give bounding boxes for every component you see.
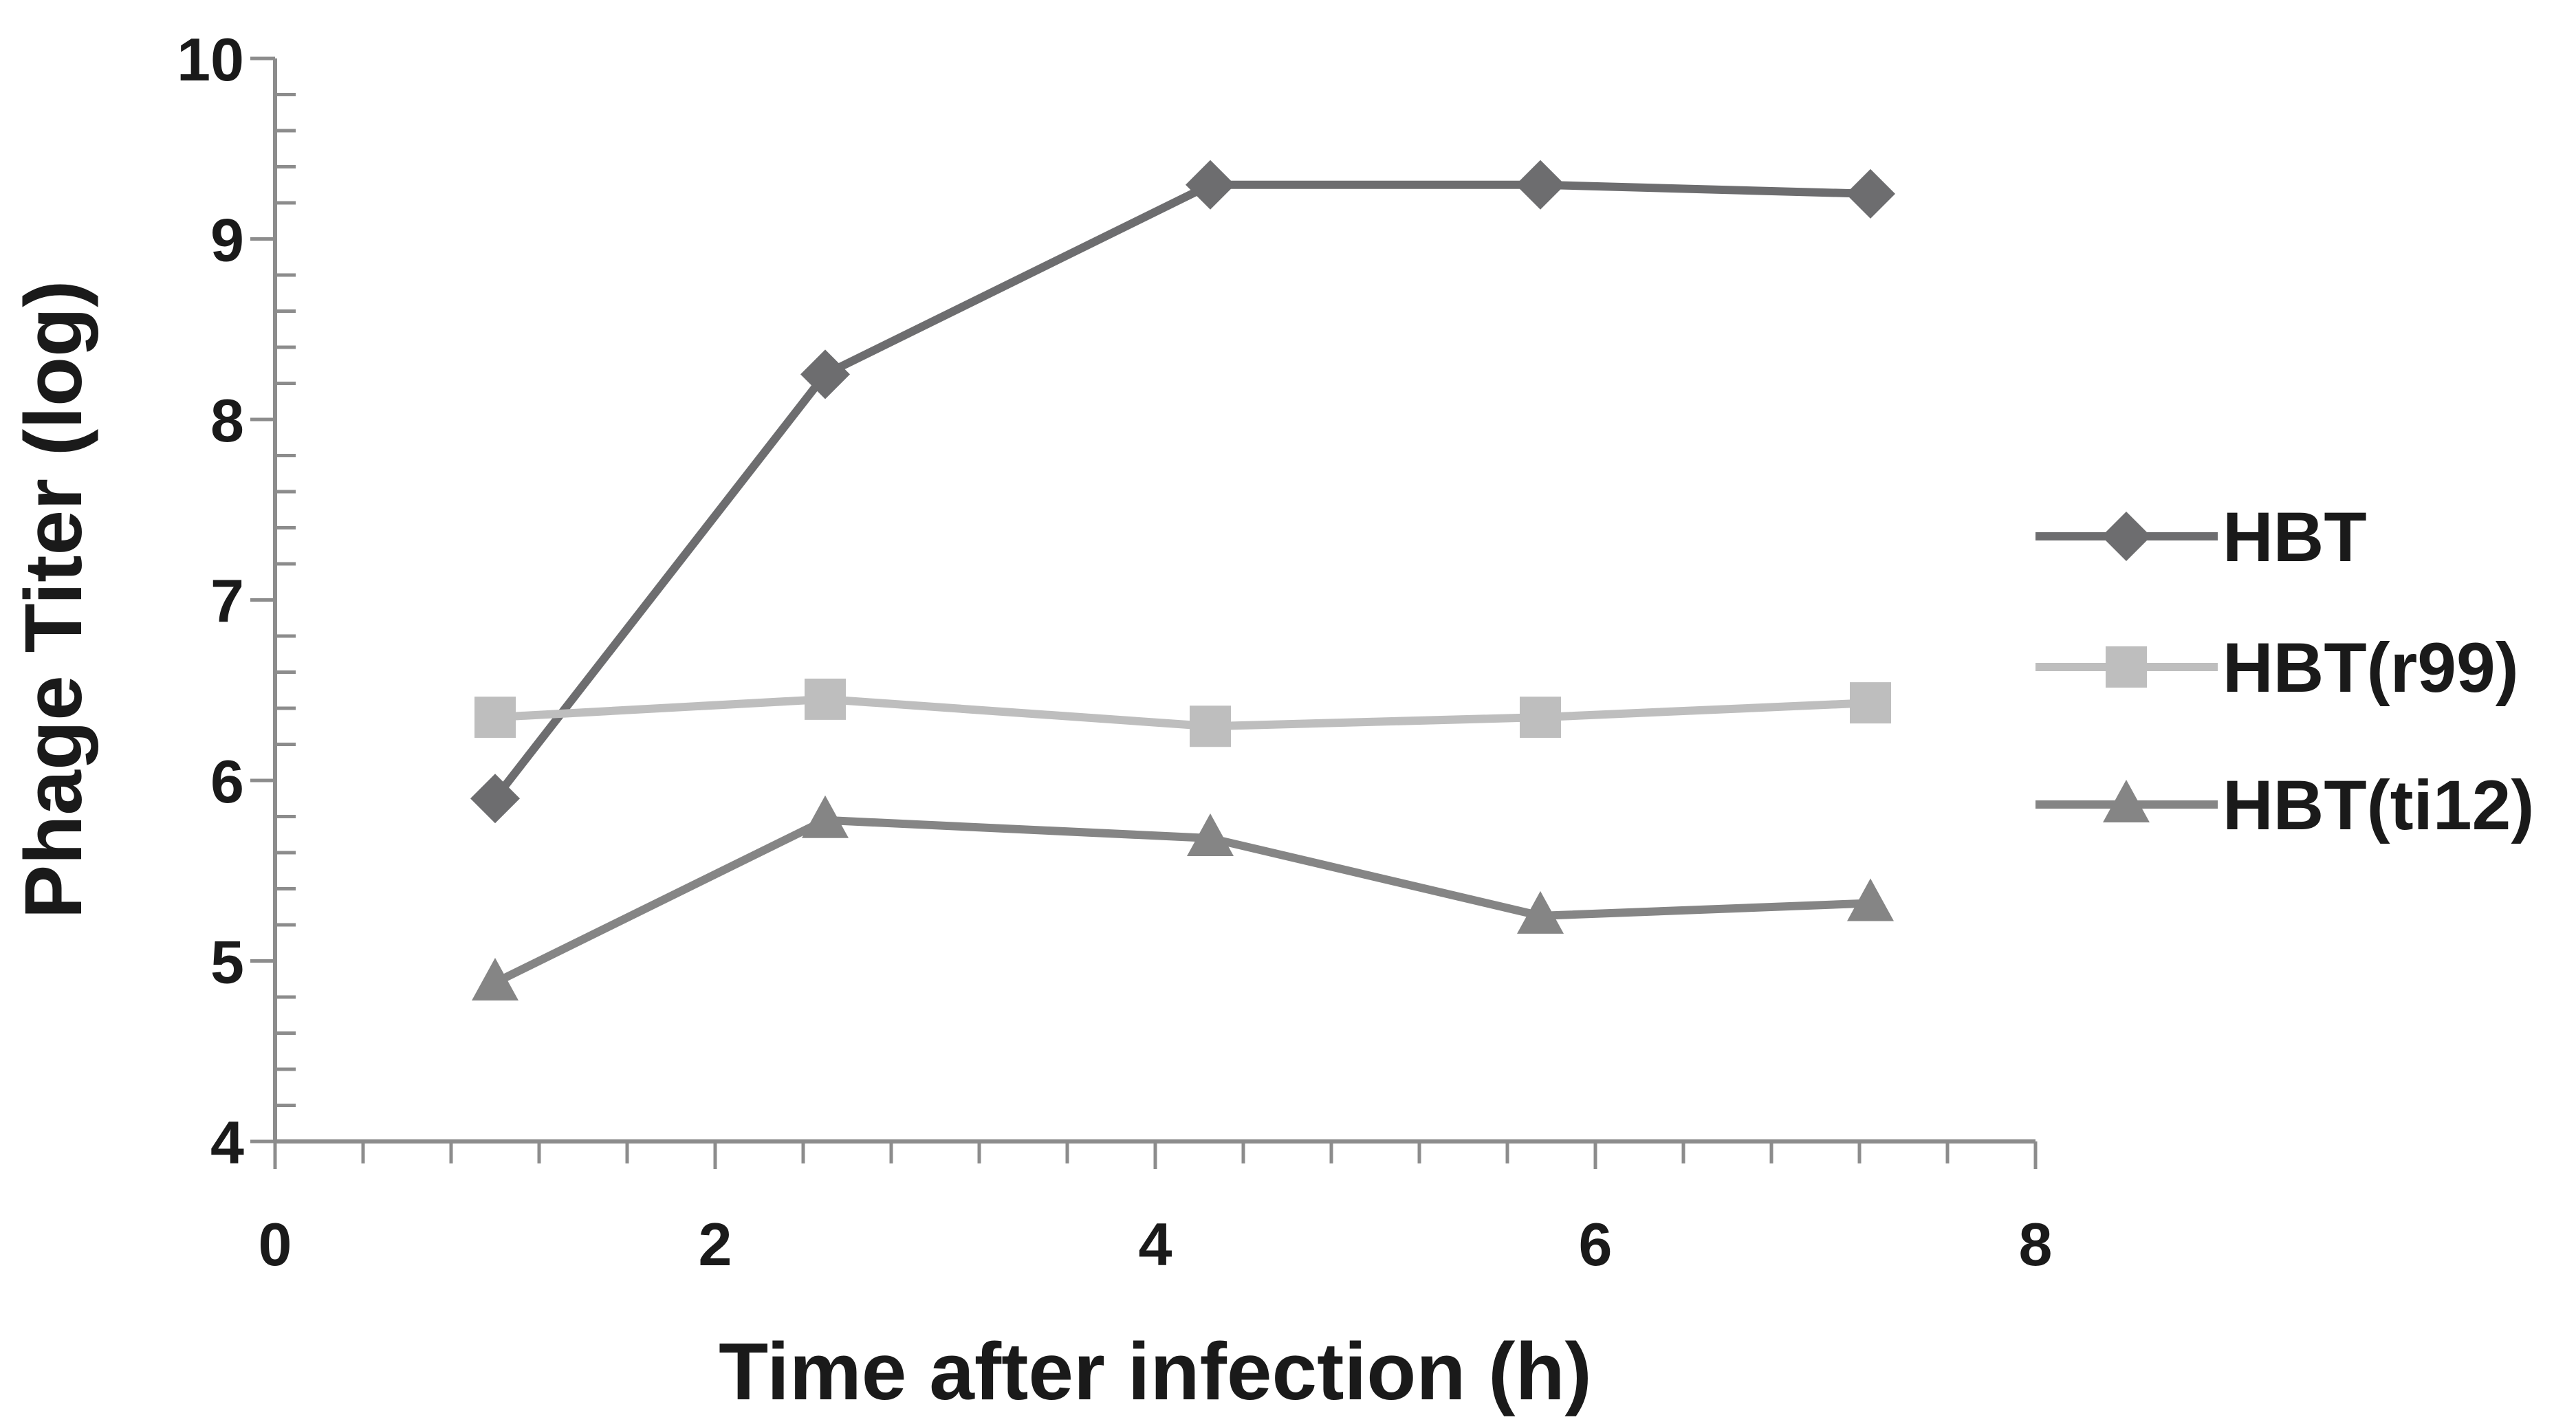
series-layer [470, 160, 1895, 1000]
data-point [474, 697, 516, 739]
series-2 [474, 678, 1891, 747]
legend-item: HBT(r99) [2035, 628, 2519, 707]
y-tick-label: 4 [210, 1108, 244, 1177]
legend-marker [2102, 512, 2151, 561]
data-point [1850, 682, 1891, 724]
y-tick-label: 6 [210, 747, 244, 816]
data-point [472, 958, 519, 1000]
data-point [802, 795, 849, 838]
y-tick-label: 10 [177, 25, 244, 94]
data-point [800, 349, 850, 400]
data-point [1520, 697, 1561, 739]
x-tick-label: 2 [699, 1210, 732, 1278]
x-tick-label: 6 [1579, 1210, 1613, 1278]
series-3 [472, 795, 1894, 1000]
series-line [494, 694, 1871, 731]
legend-marker [2103, 780, 2150, 822]
legend-item: HBT(ti12) [2035, 766, 2534, 844]
series-1 [470, 160, 1895, 824]
y-axis-title: Phage Titer (log) [8, 281, 99, 919]
data-point [1516, 160, 1565, 210]
legend: HBT HBT(r99) HBT(ti12) [2035, 498, 2534, 844]
data-point [1517, 890, 1564, 934]
data-point [1847, 878, 1894, 921]
data-point [470, 774, 520, 824]
x-ticks: 0 2 4 6 8 [259, 1141, 2053, 1278]
x-tick-label: 4 [1139, 1210, 1172, 1278]
y-tick-label: 8 [210, 386, 244, 455]
legend-marker [2106, 646, 2147, 688]
y-tick-label: 7 [210, 567, 244, 635]
y-tick-label: 5 [210, 928, 244, 996]
series-line [493, 816, 1871, 987]
data-point [1846, 168, 1895, 219]
data-point [1187, 813, 1234, 856]
x-axis-title: Time after infection (h) [719, 1326, 1592, 1417]
axes: 4 5 6 7 8 9 10 0 2 4 6 8 [177, 25, 2052, 1278]
x-tick-label: 0 [259, 1210, 292, 1278]
data-point [1186, 160, 1235, 210]
legend-label: HBT(r99) [2223, 628, 2519, 707]
y-tick-label: 9 [210, 206, 244, 274]
legend-label: HBT(ti12) [2223, 766, 2534, 844]
legend-label: HBT [2223, 498, 2367, 576]
data-point [805, 678, 846, 720]
y-ticks: 4 5 6 7 8 9 10 [177, 25, 296, 1177]
data-point [1190, 705, 1231, 747]
x-tick-label: 8 [2019, 1210, 2053, 1278]
legend-item: HBT [2035, 498, 2367, 576]
